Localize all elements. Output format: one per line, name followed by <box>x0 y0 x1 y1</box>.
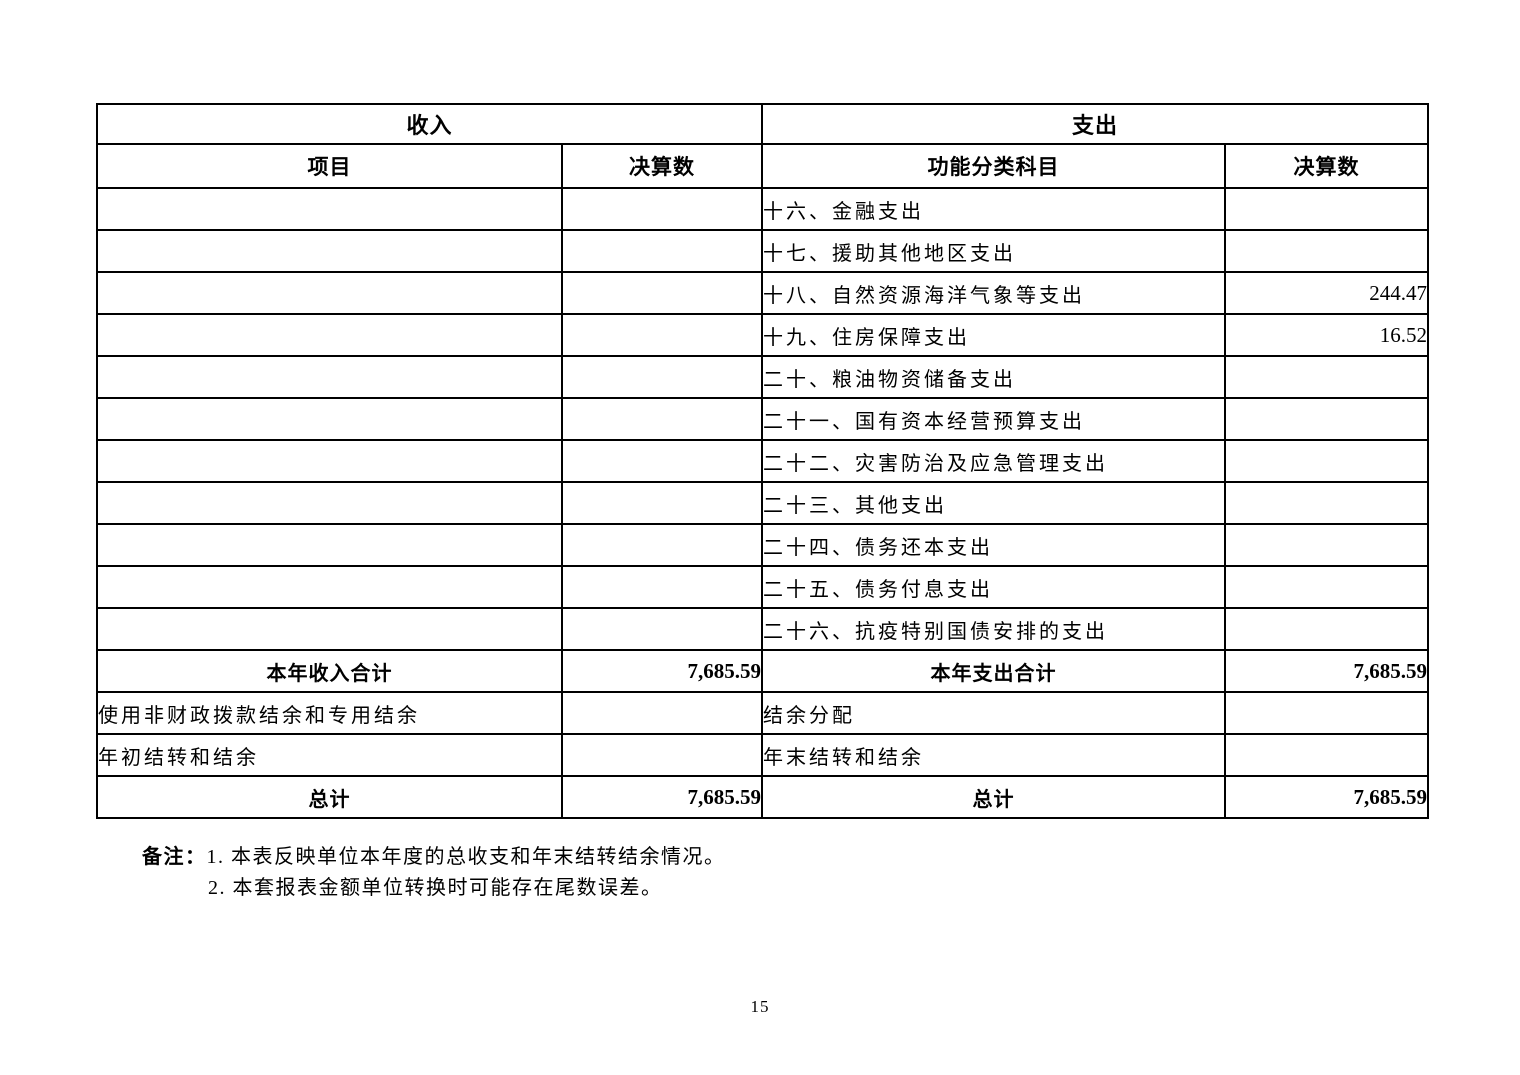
income-item-cell <box>96 439 563 483</box>
income-total-label: 本年收入合计 <box>96 649 563 693</box>
expense-item-cell: 二十三、其他支出 <box>761 481 1227 525</box>
expense-value-cell <box>1224 355 1430 399</box>
income-value-header: 决算数 <box>560 143 764 189</box>
expense-value-cell <box>1224 523 1430 567</box>
expense-value-cell <box>1224 439 1430 483</box>
expense-value-cell <box>1224 397 1430 441</box>
expense-item-cell: 二十五、债务付息支出 <box>761 565 1227 609</box>
table-row: 十八、自然资源海洋气象等支出 244.47 <box>96 271 1430 315</box>
footnote-label: 备注： <box>142 846 207 868</box>
footnote-text-1: 1. 本表反映单位本年度的总收支和年末结转结余情况。 <box>206 846 726 868</box>
expense-item-cell: 十八、自然资源海洋气象等支出 <box>761 271 1227 315</box>
table-row: 十九、住房保障支出 16.52 <box>96 313 1430 357</box>
income-item-cell <box>96 607 563 651</box>
income-value-cell <box>560 271 764 315</box>
income-value-cell <box>560 481 764 525</box>
expense-value-header: 决算数 <box>1224 143 1430 189</box>
income-expense-table: 收入 支出 项目 决算数 功能分类科目 决算数 十六、金融支出 十七、援助其他地… <box>95 103 1430 819</box>
income-value-cell <box>560 565 764 609</box>
expense-item-cell: 年末结转和结余 <box>761 733 1227 777</box>
footnotes: 备注：1. 本表反映单位本年度的总收支和年末结转结余情况。 2. 本套报表金额单… <box>142 842 726 904</box>
income-value-cell <box>560 733 764 777</box>
expense-value-cell <box>1224 691 1430 735</box>
expense-value-cell <box>1224 733 1430 777</box>
income-value-cell <box>560 691 764 735</box>
income-value-cell <box>560 523 764 567</box>
expense-section-title: 支出 <box>761 103 1430 145</box>
income-value-cell <box>560 397 764 441</box>
expense-total-label: 本年支出合计 <box>761 649 1227 693</box>
income-item-cell: 使用非财政拨款结余和专用结余 <box>96 691 563 735</box>
expense-item-cell: 二十四、债务还本支出 <box>761 523 1227 567</box>
income-item-cell: 年初结转和结余 <box>96 733 563 777</box>
table-row-annual-total: 本年收入合计 7,685.59 本年支出合计 7,685.59 <box>96 649 1430 693</box>
table-row: 二十一、国有资本经营预算支出 <box>96 397 1430 441</box>
table-row: 二十三、其他支出 <box>96 481 1430 525</box>
expense-item-cell: 二十、粮油物资储备支出 <box>761 355 1227 399</box>
income-item-cell <box>96 229 563 273</box>
table-row: 二十二、灾害防治及应急管理支出 <box>96 439 1430 483</box>
table-row: 收入 支出 <box>95 103 1430 145</box>
expense-value-cell: 16.52 <box>1224 313 1430 357</box>
expense-item-cell: 十九、住房保障支出 <box>761 313 1227 357</box>
expense-grand-total-label: 总计 <box>761 775 1227 819</box>
expense-value-cell <box>1224 565 1430 609</box>
table-row: 使用非财政拨款结余和专用结余 结余分配 <box>96 691 1430 735</box>
expense-item-cell: 十六、金融支出 <box>761 187 1227 231</box>
table-row: 项目 决算数 功能分类科目 决算数 <box>96 143 1430 189</box>
table-row: 二十五、债务付息支出 <box>96 565 1430 609</box>
income-item-cell <box>96 271 563 315</box>
expense-item-cell: 二十二、灾害防治及应急管理支出 <box>761 439 1227 483</box>
page-number: 15 <box>750 997 770 1016</box>
table-row: 二十、粮油物资储备支出 <box>96 355 1430 399</box>
expense-value-cell <box>1224 607 1430 651</box>
income-item-cell <box>96 397 563 441</box>
expense-value-cell <box>1224 187 1430 231</box>
footnote-line-2: 2. 本套报表金额单位转换时可能存在尾数误差。 <box>142 873 726 904</box>
expense-value-cell: 244.47 <box>1224 271 1430 315</box>
footnote-text-2: 2. 本套报表金额单位转换时可能存在尾数误差。 <box>208 877 663 899</box>
expense-value-cell <box>1224 229 1430 273</box>
income-value-cell <box>560 313 764 357</box>
income-item-cell <box>96 313 563 357</box>
expense-grand-total-value: 7,685.59 <box>1224 775 1430 819</box>
income-value-cell <box>560 229 764 273</box>
income-value-cell <box>560 607 764 651</box>
income-item-cell <box>96 481 563 525</box>
table-row: 十七、援助其他地区支出 <box>96 229 1430 273</box>
income-value-cell <box>560 439 764 483</box>
income-value-cell <box>560 187 764 231</box>
expense-item-header: 功能分类科目 <box>761 143 1227 189</box>
income-section-title: 收入 <box>95 103 764 145</box>
table-row: 年初结转和结余 年末结转和结余 <box>96 733 1430 777</box>
table-row: 十六、金融支出 <box>96 187 1430 231</box>
income-grand-total-label: 总计 <box>96 775 563 819</box>
income-item-cell <box>96 355 563 399</box>
income-item-cell <box>96 187 563 231</box>
table-row-grand-total: 总计 7,685.59 总计 7,685.59 <box>96 775 1430 819</box>
income-grand-total-value: 7,685.59 <box>560 775 764 819</box>
income-value-cell <box>560 355 764 399</box>
income-item-header: 项目 <box>96 143 563 189</box>
expense-value-cell <box>1224 481 1430 525</box>
table-row: 二十六、抗疫特别国债安排的支出 <box>96 607 1430 651</box>
expense-total-value: 7,685.59 <box>1224 649 1430 693</box>
income-item-cell <box>96 565 563 609</box>
footnote-line-1: 备注：1. 本表反映单位本年度的总收支和年末结转结余情况。 <box>142 842 726 873</box>
expense-item-cell: 二十六、抗疫特别国债安排的支出 <box>761 607 1227 651</box>
table-row: 二十四、债务还本支出 <box>96 523 1430 567</box>
income-total-value: 7,685.59 <box>560 649 764 693</box>
income-item-cell <box>96 523 563 567</box>
expense-item-cell: 结余分配 <box>761 691 1227 735</box>
expense-item-cell: 二十一、国有资本经营预算支出 <box>761 397 1227 441</box>
expense-item-cell: 十七、援助其他地区支出 <box>761 229 1227 273</box>
